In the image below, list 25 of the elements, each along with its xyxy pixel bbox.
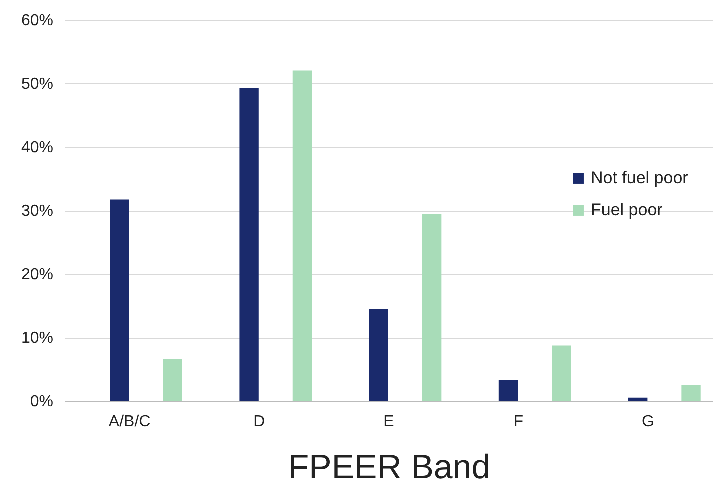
y-tick-label: 30%: [21, 203, 54, 220]
y-tick-label: 20%: [21, 266, 54, 284]
x-axis-title: FPEER Band: [288, 448, 491, 486]
bar: [240, 88, 259, 401]
y-tick-label: 50%: [21, 76, 54, 93]
x-tick-label: G: [642, 414, 654, 430]
legend-label: Not fuel poor: [591, 168, 689, 188]
bar: [292, 70, 312, 401]
bar: [163, 359, 182, 401]
bar: [110, 200, 130, 401]
legend-label: Fuel poor: [591, 200, 664, 220]
y-tick-label: 40%: [21, 140, 54, 156]
bar: [628, 398, 648, 401]
bar: [552, 346, 572, 401]
y-tick-label: 10%: [21, 330, 54, 347]
x-tick-label: F: [514, 414, 524, 430]
bar: [422, 214, 442, 401]
bar: [682, 385, 701, 401]
y-tick-label: 0%: [30, 394, 54, 410]
bar: [369, 310, 388, 401]
x-tick-label: D: [254, 414, 266, 430]
y-tick-label: 60%: [21, 12, 54, 30]
x-tick-label: A/B/C: [108, 414, 151, 430]
x-tick-label: E: [384, 414, 394, 430]
bar: [498, 380, 518, 401]
